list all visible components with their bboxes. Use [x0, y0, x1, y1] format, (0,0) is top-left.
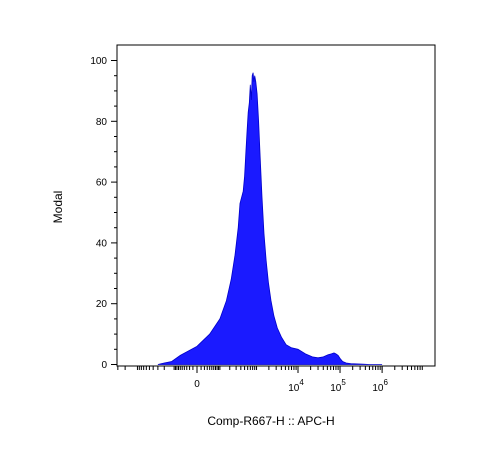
- y-tick-label: 60: [96, 178, 108, 189]
- x-tick-label: 104: [288, 378, 304, 394]
- x-tick-label: 0: [194, 379, 200, 390]
- y-tick-label: 0: [101, 360, 107, 371]
- x-tick-label: 105: [330, 378, 346, 394]
- x-axis-title: Comp-R667-H :: APC-H: [207, 414, 334, 428]
- y-axis-title: Modal: [51, 191, 65, 224]
- y-tick-label: 20: [96, 299, 108, 310]
- plot-frame: [116, 44, 436, 367]
- y-axis: 0 20 40 60 80 100: [90, 56, 117, 371]
- y-tick-label: 100: [90, 56, 107, 67]
- plot-layer: [157, 72, 383, 365]
- x-axis: 0 104 105 106: [117, 366, 423, 394]
- histogram-series-0: [157, 72, 383, 365]
- x-tick-label: 106: [372, 378, 388, 394]
- y-tick-label: 40: [96, 238, 108, 249]
- y-tick-label: 80: [96, 117, 108, 128]
